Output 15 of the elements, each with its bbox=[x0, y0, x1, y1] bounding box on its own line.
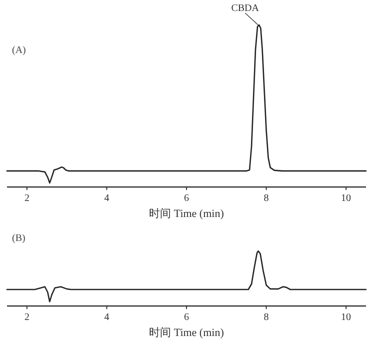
x-tick-label: 4 bbox=[104, 193, 110, 204]
x-tick-label: 8 bbox=[264, 193, 269, 204]
x-tick-label: 2 bbox=[24, 312, 30, 323]
text: (A) bbox=[12, 45, 26, 56]
x-tick-label: 6 bbox=[184, 193, 189, 204]
x-tick-label: 4 bbox=[104, 312, 110, 323]
x-axis-title: 时间 Time (min) bbox=[149, 326, 224, 339]
x-axis-title: 时间 Time (min) bbox=[149, 207, 224, 220]
x-tick-label: 6 bbox=[184, 312, 189, 323]
annotation: CBDA bbox=[231, 3, 260, 14]
x-tick-label: 10 bbox=[341, 193, 352, 204]
x-tick-label: 10 bbox=[341, 312, 352, 323]
chart-title: (B) bbox=[12, 233, 26, 244]
x-tick-label: 2 bbox=[24, 193, 30, 204]
x-tick-label: 8 bbox=[264, 312, 269, 323]
